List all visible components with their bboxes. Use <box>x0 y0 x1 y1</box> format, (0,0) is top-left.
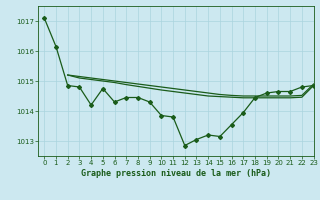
X-axis label: Graphe pression niveau de la mer (hPa): Graphe pression niveau de la mer (hPa) <box>81 169 271 178</box>
